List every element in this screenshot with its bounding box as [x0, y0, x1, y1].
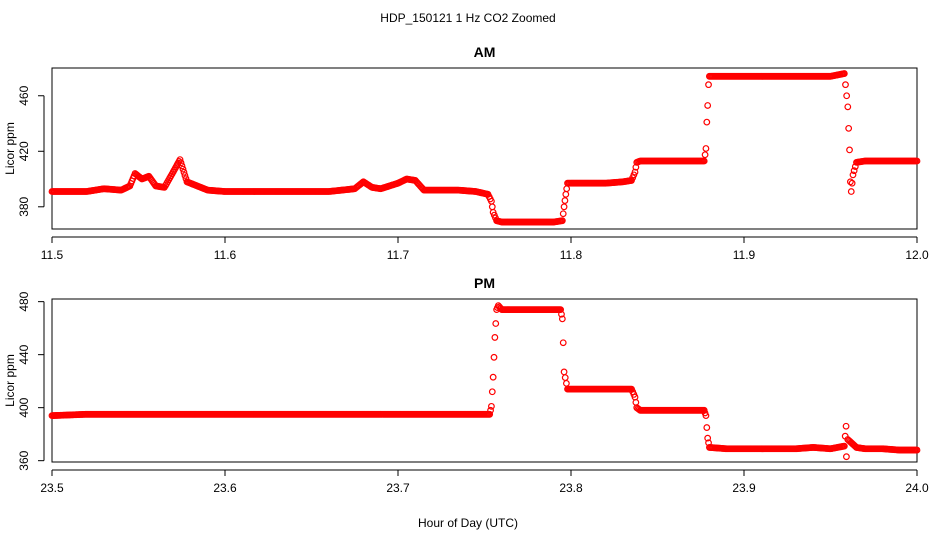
- data-point: [180, 168, 188, 176]
- series-points: [48, 70, 921, 226]
- x-tick-label: 23.5: [40, 481, 64, 495]
- data-point: [560, 203, 568, 211]
- data-point: [847, 188, 855, 195]
- x-tick-label: 12.0: [905, 248, 929, 262]
- data-point: [488, 402, 495, 410]
- x-tick-label: 24.0: [905, 481, 929, 495]
- y-axis-label: Licor ppm: [3, 122, 17, 175]
- data-point: [491, 334, 499, 341]
- data-point: [559, 339, 567, 347]
- data-point: [842, 422, 850, 430]
- y-tick-label: 360: [17, 450, 31, 470]
- data-point: [840, 70, 848, 77]
- data-point: [843, 92, 851, 100]
- x-tick-label: 11.9: [733, 248, 756, 262]
- data-point: [562, 379, 570, 387]
- data-point: [561, 374, 569, 382]
- data-point: [704, 434, 712, 442]
- data-point: [179, 165, 187, 173]
- data-point: [703, 118, 711, 126]
- y-tick-label: 400: [17, 397, 31, 417]
- panel-pm: PM 23.5 23.6 23.7 23.8 23.9 24.0 360 400 440 480 Li…: [3, 275, 929, 495]
- data-point: [488, 388, 496, 396]
- series-points: [48, 302, 921, 461]
- data-point: [557, 306, 565, 314]
- data-point: [558, 217, 566, 225]
- data-point: [558, 310, 565, 318]
- y-tick-label: 380: [17, 196, 31, 216]
- x-tick-label: 11.7: [387, 248, 410, 262]
- plot-frame: [51, 298, 918, 463]
- data-point: [632, 398, 640, 406]
- data-point: [560, 368, 568, 376]
- data-point: [562, 190, 570, 198]
- panel-am: AM 11.5 11.6 11.7 11.8 11.9 12.0 380 420 460 Licor…: [3, 44, 929, 262]
- data-point: [844, 103, 852, 111]
- y-tick-label: 480: [17, 291, 31, 311]
- data-point: [704, 102, 712, 109]
- data-point: [178, 162, 186, 170]
- y-tick-label: 440: [17, 344, 31, 364]
- data-point: [701, 151, 709, 159]
- x-tick-label: 23.8: [559, 481, 583, 495]
- data-point: [490, 353, 498, 361]
- data-point: [845, 124, 853, 132]
- data-point: [848, 179, 856, 187]
- data-point: [702, 412, 710, 420]
- data-point: [849, 171, 857, 179]
- data-point: [561, 197, 569, 204]
- x-tick-label: 23.6: [213, 481, 237, 495]
- x-tick-label: 23.9: [732, 481, 756, 495]
- x-tick-label: 11.6: [214, 248, 237, 262]
- data-point: [558, 315, 566, 323]
- data-point: [846, 146, 853, 154]
- data-point: [913, 157, 921, 165]
- data-point: [850, 167, 858, 175]
- x-tick-label: 11.5: [41, 248, 64, 262]
- data-point: [705, 81, 712, 89]
- data-point: [842, 81, 849, 89]
- data-point: [631, 168, 639, 176]
- data-point: [488, 203, 496, 211]
- figure-x-axis-label: Hour of Day (UTC): [418, 516, 518, 530]
- y-tick-label: 420: [17, 141, 31, 161]
- data-point: [846, 178, 854, 186]
- data-point: [487, 406, 494, 414]
- data-point: [840, 442, 848, 450]
- data-point: [486, 410, 494, 418]
- data-point: [492, 320, 500, 327]
- x-tick-label: 11.8: [560, 248, 583, 262]
- data-point: [843, 453, 850, 461]
- y-axis-label: Licor ppm: [3, 354, 17, 407]
- data-point: [181, 172, 189, 179]
- data-point: [176, 156, 184, 164]
- figure-title: HDP_150121 1 Hz CO2 Zoomed: [380, 11, 555, 25]
- data-point: [563, 185, 571, 193]
- data-point: [489, 373, 497, 381]
- panel-title: PM: [474, 275, 495, 291]
- x-tick-label: 23.7: [386, 481, 410, 495]
- data-point: [702, 145, 710, 152]
- data-point: [913, 446, 921, 454]
- data-point: [177, 159, 185, 167]
- panel-title: AM: [474, 44, 496, 60]
- data-point: [700, 157, 708, 165]
- plot-frame: [51, 67, 918, 230]
- y-tick-label: 460: [17, 85, 31, 105]
- data-point: [559, 210, 567, 218]
- data-point: [703, 424, 711, 431]
